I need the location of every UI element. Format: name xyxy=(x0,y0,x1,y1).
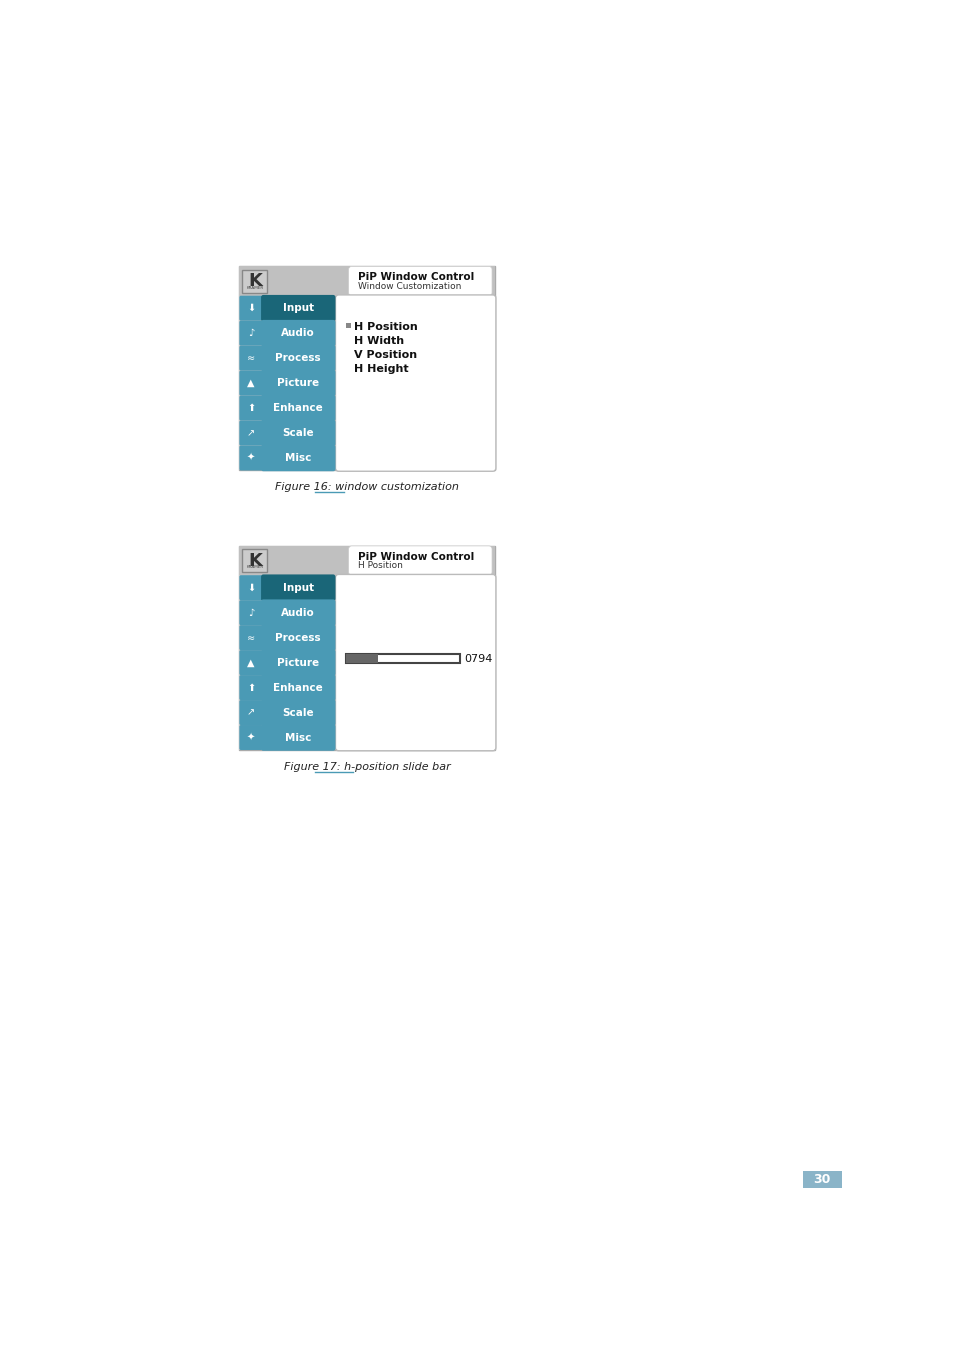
Text: ↗: ↗ xyxy=(247,428,254,439)
Text: H Height: H Height xyxy=(354,364,408,374)
Text: Figure 17: h-position slide bar: Figure 17: h-position slide bar xyxy=(284,762,450,772)
FancyBboxPatch shape xyxy=(239,345,262,371)
Bar xyxy=(346,324,351,328)
FancyBboxPatch shape xyxy=(239,676,262,700)
Text: ♪: ♪ xyxy=(248,608,253,617)
Text: ≈: ≈ xyxy=(247,632,254,643)
FancyBboxPatch shape xyxy=(261,395,335,421)
FancyBboxPatch shape xyxy=(261,444,335,471)
Text: H Position: H Position xyxy=(357,562,402,570)
Text: Process: Process xyxy=(275,632,321,643)
Text: Misc: Misc xyxy=(285,454,311,463)
FancyBboxPatch shape xyxy=(239,421,262,445)
Text: Enhance: Enhance xyxy=(274,403,323,413)
Bar xyxy=(239,546,495,750)
FancyBboxPatch shape xyxy=(261,345,335,371)
Text: ⬆: ⬆ xyxy=(247,403,254,413)
FancyBboxPatch shape xyxy=(348,546,492,575)
Text: Figure 16: window customization: Figure 16: window customization xyxy=(275,482,458,493)
FancyBboxPatch shape xyxy=(239,395,262,421)
FancyBboxPatch shape xyxy=(239,321,262,345)
FancyBboxPatch shape xyxy=(239,650,262,676)
Text: Picture: Picture xyxy=(277,378,319,389)
Bar xyxy=(239,295,335,470)
Text: Input: Input xyxy=(282,582,314,593)
FancyBboxPatch shape xyxy=(335,574,496,750)
Text: PiP Window Control: PiP Window Control xyxy=(357,551,474,562)
Text: ✦: ✦ xyxy=(247,454,254,463)
FancyBboxPatch shape xyxy=(261,574,335,601)
FancyBboxPatch shape xyxy=(261,320,335,347)
Text: 30: 30 xyxy=(813,1173,830,1186)
Text: Window Customization: Window Customization xyxy=(357,282,461,291)
Bar xyxy=(239,267,495,295)
Text: Input: Input xyxy=(282,303,314,313)
Text: ⬇: ⬇ xyxy=(247,303,254,313)
Text: ▲: ▲ xyxy=(247,658,254,668)
Text: ✦: ✦ xyxy=(247,733,254,742)
Text: ♪: ♪ xyxy=(248,328,253,338)
Text: ⬆: ⬆ xyxy=(247,682,254,692)
FancyBboxPatch shape xyxy=(239,445,262,470)
Bar xyxy=(242,548,267,573)
Text: H Position: H Position xyxy=(354,322,417,332)
Text: Process: Process xyxy=(275,353,321,363)
FancyBboxPatch shape xyxy=(335,295,496,471)
Text: ⬇: ⬇ xyxy=(247,582,254,593)
FancyBboxPatch shape xyxy=(239,724,262,750)
Text: KRAMER: KRAMER xyxy=(246,286,263,290)
FancyBboxPatch shape xyxy=(261,370,335,397)
Text: Misc: Misc xyxy=(285,733,311,742)
Text: PiP Window Control: PiP Window Control xyxy=(357,272,474,282)
Text: Audio: Audio xyxy=(281,608,314,617)
Text: H Width: H Width xyxy=(354,336,404,347)
Text: Scale: Scale xyxy=(282,428,314,439)
FancyBboxPatch shape xyxy=(239,626,262,650)
Text: K: K xyxy=(248,551,261,570)
Text: ≈: ≈ xyxy=(247,353,254,363)
FancyBboxPatch shape xyxy=(261,674,335,701)
FancyBboxPatch shape xyxy=(261,699,335,726)
Text: V Position: V Position xyxy=(354,349,416,360)
Bar xyxy=(346,654,459,663)
FancyBboxPatch shape xyxy=(239,600,262,626)
FancyBboxPatch shape xyxy=(261,650,335,676)
Bar xyxy=(346,654,377,663)
Bar xyxy=(239,546,495,575)
Text: Scale: Scale xyxy=(282,708,314,718)
FancyBboxPatch shape xyxy=(348,267,492,295)
Text: KRAMER: KRAMER xyxy=(246,566,263,570)
FancyBboxPatch shape xyxy=(261,600,335,626)
FancyBboxPatch shape xyxy=(239,700,262,724)
FancyBboxPatch shape xyxy=(239,371,262,395)
Text: Enhance: Enhance xyxy=(274,682,323,692)
Text: ↗: ↗ xyxy=(247,708,254,718)
FancyBboxPatch shape xyxy=(261,624,335,651)
FancyBboxPatch shape xyxy=(261,420,335,447)
Text: Picture: Picture xyxy=(277,658,319,668)
Bar xyxy=(239,267,495,470)
Bar xyxy=(802,1171,841,1187)
Bar xyxy=(242,269,267,292)
FancyBboxPatch shape xyxy=(261,295,335,321)
FancyBboxPatch shape xyxy=(239,295,262,321)
Bar xyxy=(239,575,335,750)
Text: 0794: 0794 xyxy=(464,654,492,663)
Text: Audio: Audio xyxy=(281,328,314,338)
FancyBboxPatch shape xyxy=(261,724,335,750)
Text: ▲: ▲ xyxy=(247,378,254,389)
FancyBboxPatch shape xyxy=(239,575,262,600)
Text: K: K xyxy=(248,272,261,290)
